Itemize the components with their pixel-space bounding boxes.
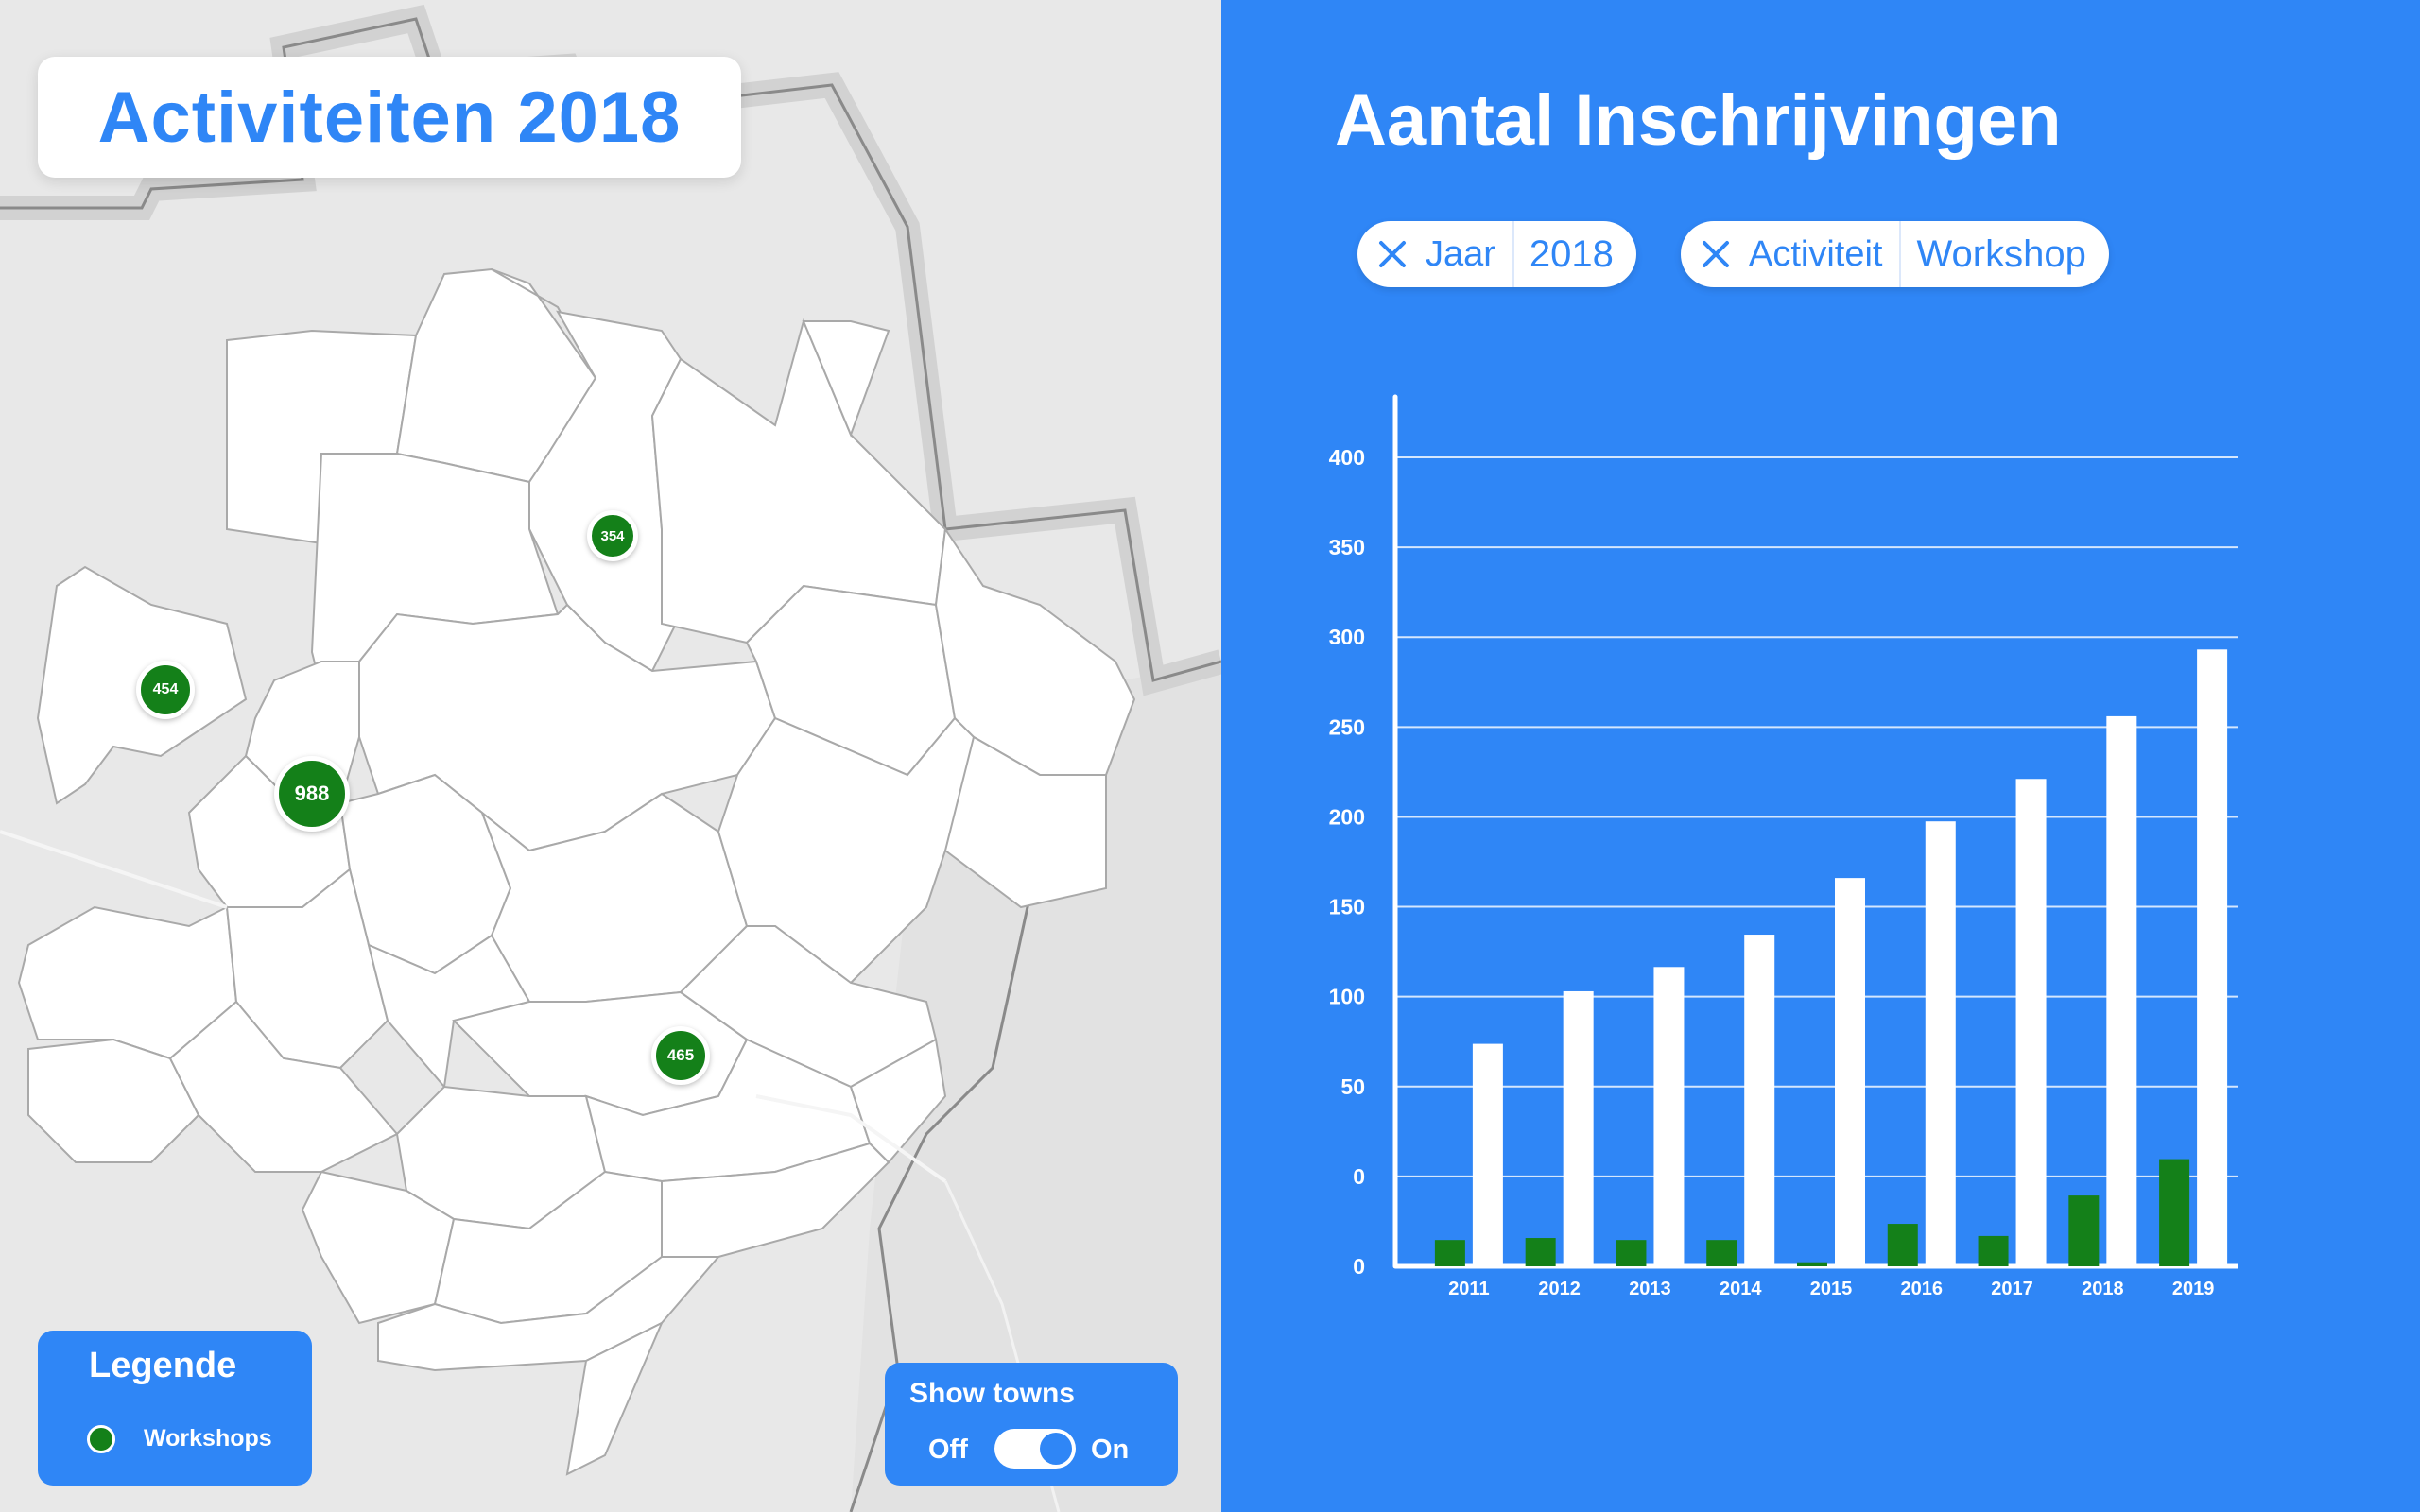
filter-chip-activity[interactable]: Activiteit Workshop [1681,221,2109,287]
legend-workshops-dot-icon [87,1425,115,1453]
show-towns-off-label: Off [928,1435,968,1465]
show-towns-card: Show towns Off On [885,1363,1178,1486]
marker-count: 354 [600,527,625,544]
marker-count: 465 [666,1046,695,1064]
region-map[interactable] [0,0,1221,1512]
y-tick-label: 0 [1353,1164,1365,1189]
y-tick-label: 50 [1340,1074,1365,1099]
chart-panel: Aantal Inschrijvingen Jaar 2018 Activite… [1221,0,2420,1512]
chip-divider [1512,221,1514,287]
show-towns-title: Show towns [909,1378,1075,1409]
bar-green [1616,1240,1647,1266]
y-tick-label: 150 [1329,895,1365,919]
x-tick-label: 2011 [1448,1279,1489,1299]
y-tick-label: 200 [1329,804,1365,829]
filter-chip-year[interactable]: Jaar 2018 [1357,221,1636,287]
y-tick-label: 350 [1329,535,1365,559]
close-icon[interactable] [1700,238,1732,270]
bar-white [1472,1043,1503,1266]
filter-chip-value: 2018 [1529,232,1614,275]
bar-white [1925,821,1956,1266]
toggle-knob [1040,1433,1072,1465]
bar-green [1797,1262,1827,1266]
y-tick-label: 300 [1329,625,1365,649]
y-tick-label: 250 [1329,714,1365,739]
x-tick-label: 2015 [1810,1279,1853,1299]
map-panel[interactable]: Activiteiten 2018 354 454 988 465 Legend… [0,0,1221,1512]
bar-white [1653,967,1685,1266]
marker-count: 988 [294,782,330,805]
x-tick-label: 2014 [1720,1279,1762,1299]
map-marker[interactable]: 454 [136,661,195,719]
map-title-card: Activiteiten 2018 [38,57,741,178]
show-towns-on-label: On [1091,1435,1130,1465]
y-tick-label: 0 [1353,1254,1365,1279]
bar-green [1706,1240,1737,1266]
bar-white [1563,990,1594,1266]
bar-white [1835,878,1865,1266]
bar-white [1744,935,1775,1266]
legend-title: Legende [89,1346,237,1385]
legend-card: Legende Workshops [38,1331,312,1486]
road-line [0,830,228,909]
road-line [755,1094,947,1183]
bar-green [1525,1238,1556,1266]
x-tick-label: 2017 [1991,1279,2033,1299]
close-icon[interactable] [1376,238,1409,270]
map-title: Activiteiten 2018 [97,77,682,158]
x-tick-label: 2012 [1538,1279,1581,1299]
y-tick-label: 400 [1329,445,1365,470]
x-tick-label: 2018 [2082,1279,2124,1299]
legend-workshops-label: Workshops [144,1425,272,1452]
enrollments-bar-chart: 0 0 50 100 150 200 250 300 350 400 2011 2012 2013 201… [1329,394,2238,1299]
terrain-shade [851,662,1221,1512]
bar-white [2106,715,2137,1266]
show-towns-toggle[interactable] [994,1429,1076,1469]
x-tick-label: 2013 [1629,1279,1671,1299]
chip-divider [1899,221,1902,287]
x-tick-label: 2019 [2172,1279,2215,1299]
filter-chip-value: Workshop [1916,232,2086,275]
bar-white [2197,649,2228,1266]
map-marker[interactable]: 988 [274,756,350,832]
marker-count: 454 [152,681,179,697]
filter-chip-key: Jaar [1426,233,1495,274]
y-tick-label: 100 [1329,985,1365,1009]
municipalities [17,267,1136,1476]
map-marker[interactable]: 465 [651,1026,710,1085]
map-marker[interactable]: 354 [587,510,638,561]
bar-green [2159,1159,2190,1266]
chart-heading: Aantal Inschrijvingen [1335,80,2062,161]
bar-green [1434,1240,1465,1266]
bar-white [2015,779,2047,1266]
x-tick-label: 2016 [1901,1279,1944,1299]
bar-green [1887,1224,1918,1266]
filter-chip-key: Activiteit [1749,233,1883,274]
bar-green [1978,1235,2009,1266]
bar-green [2068,1195,2100,1266]
